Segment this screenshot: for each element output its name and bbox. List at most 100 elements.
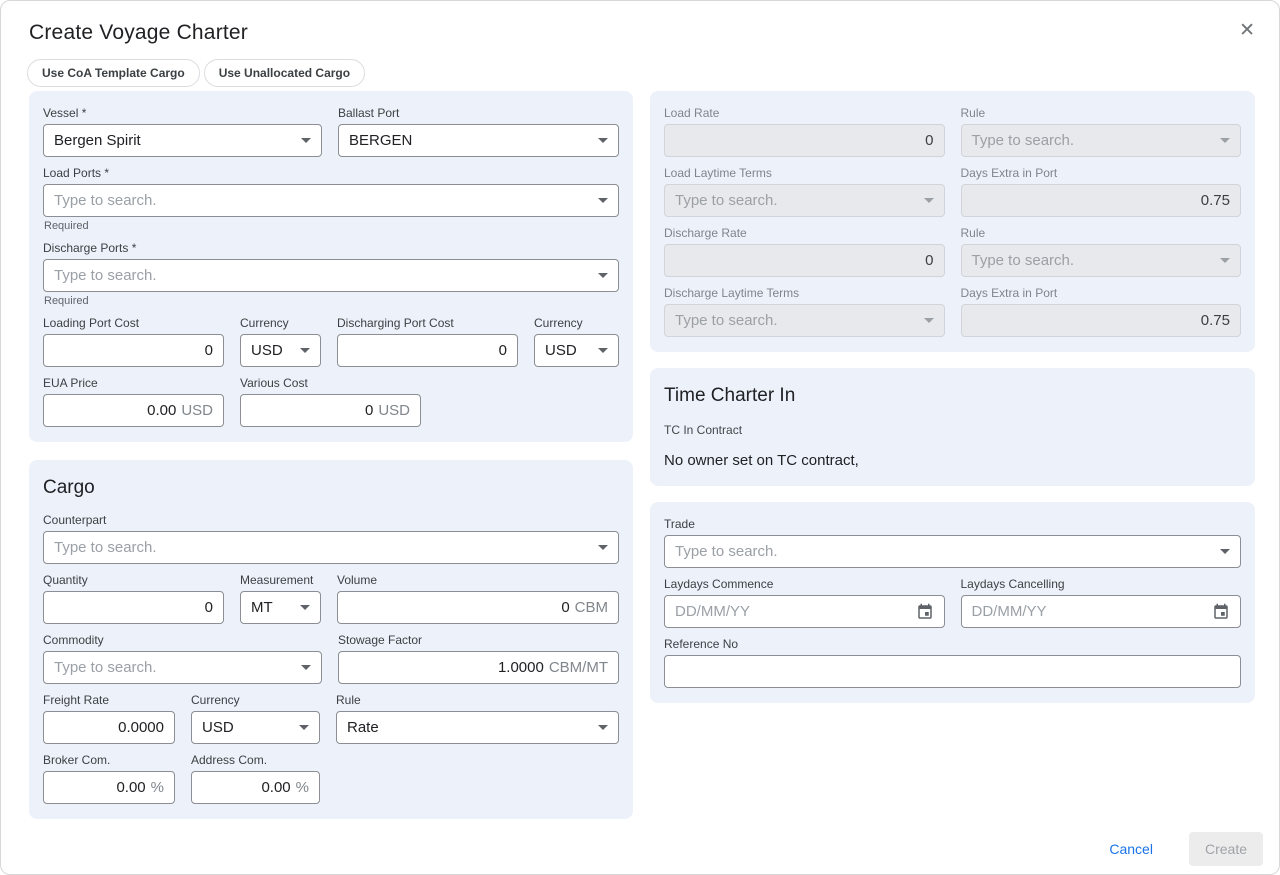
chevron-down-icon (300, 605, 310, 610)
reference-no-input[interactable] (664, 655, 1241, 688)
use-coa-template-cargo-button[interactable]: Use CoA Template Cargo (27, 59, 200, 87)
commodity-label: Commodity (43, 633, 104, 647)
close-icon[interactable]: ✕ (1235, 17, 1259, 44)
load-days-extra-label: Days Extra in Port (960, 166, 1058, 180)
calendar-icon[interactable] (916, 603, 934, 621)
load-rate-label: Load Rate (664, 106, 720, 120)
discharge-rate-input: 0 (664, 244, 945, 277)
discharge-ports-required-helper: Required (44, 295, 89, 307)
broker-com-input[interactable]: 0.00 % (43, 771, 175, 804)
chevron-down-icon (301, 138, 311, 143)
create-button[interactable]: Create (1188, 832, 1263, 866)
eua-price-input[interactable]: 0.00 USD (43, 394, 224, 427)
laydays-commence-date-input[interactable] (664, 595, 945, 628)
discharging-port-cost-input[interactable]: 0 (337, 334, 518, 367)
address-com-input[interactable]: 0.00 % (191, 771, 320, 804)
freight-rule-select[interactable]: Rate (336, 711, 619, 744)
laytime-panel: Load Rate 0 Rule Type to search. (650, 91, 1255, 352)
various-cost-input[interactable]: 0 USD (240, 394, 421, 427)
counterpart-label: Counterpart (43, 513, 107, 527)
various-cost-label: Various Cost (240, 376, 308, 390)
counterpart-search-input[interactable] (43, 531, 619, 564)
discharge-ports-search-input[interactable] (43, 259, 619, 292)
discharge-ports-label: Discharge Ports * (43, 241, 137, 255)
chevron-down-icon (1220, 138, 1230, 143)
chevron-down-icon (598, 198, 608, 203)
discharge-laytime-terms-select: Type to search. (664, 304, 945, 337)
vessel-select[interactable]: Bergen Spirit (43, 124, 322, 157)
load-ports-label: Load Ports * (43, 166, 110, 180)
chevron-down-icon (598, 348, 608, 353)
chevron-down-icon (299, 725, 309, 730)
time-charter-in-heading: Time Charter In (664, 385, 796, 406)
load-rule-label: Rule (960, 106, 986, 120)
template-actions: Use CoA Template Cargo Use Unallocated C… (27, 59, 1279, 87)
volume-input[interactable]: 0 CBM (337, 591, 619, 624)
chevron-down-icon (598, 138, 608, 143)
cargo-heading: Cargo (43, 477, 95, 498)
ballast-port-select[interactable]: BERGEN (338, 124, 619, 157)
freight-rate-input[interactable]: 0.0000 (43, 711, 175, 744)
cargo-panel: Cargo Counterpart Quantity 0 (29, 460, 633, 819)
load-days-extra-input: 0.75 (960, 184, 1241, 217)
laydays-cancelling-label: Laydays Cancelling (960, 577, 1065, 591)
load-ports-required-helper: Required (44, 220, 89, 232)
loading-port-cost-label: Loading Port Cost (43, 316, 140, 330)
chevron-down-icon (923, 318, 934, 323)
address-com-label: Address Com. (191, 753, 268, 767)
stowage-factor-input[interactable]: 1.0000 CBM/MT (338, 651, 619, 684)
loading-currency-select[interactable]: USD (240, 334, 321, 367)
use-unallocated-cargo-button[interactable]: Use Unallocated Cargo (203, 59, 366, 87)
discharging-currency-select[interactable]: USD (534, 334, 619, 367)
chevron-down-icon (598, 273, 608, 278)
currency-label: Currency (191, 693, 240, 707)
discharge-rule-select: Type to search. (960, 244, 1241, 277)
commodity-search-input[interactable] (43, 651, 322, 684)
stowage-factor-label: Stowage Factor (338, 633, 423, 647)
discharging-port-cost-label: Discharging Port Cost (337, 316, 454, 330)
discharge-laytime-terms-label: Discharge Laytime Terms (664, 286, 800, 300)
cancel-button[interactable]: Cancel (1101, 833, 1161, 865)
chevron-down-icon (598, 725, 608, 730)
voyage-panel: Vessel * Bergen Spirit Ballast Port BERG… (29, 91, 633, 442)
currency-label: Currency (240, 316, 289, 330)
chevron-down-icon (1220, 258, 1230, 263)
calendar-icon[interactable] (1212, 603, 1230, 621)
freight-rate-label: Freight Rate (43, 693, 110, 707)
trade-label: Trade (664, 517, 695, 531)
tc-in-contract-label: TC In Contract (664, 423, 743, 437)
load-laytime-terms-label: Load Laytime Terms (664, 166, 772, 180)
discharge-rule-label: Rule (960, 226, 986, 240)
laydays-commence-label: Laydays Commence (664, 577, 774, 591)
dialog-footer: Cancel Create (1101, 832, 1263, 866)
quantity-label: Quantity (43, 573, 88, 587)
measurement-label: Measurement (240, 573, 314, 587)
chevron-down-icon (923, 198, 934, 203)
laydays-cancelling-date-input[interactable] (960, 595, 1241, 628)
discharge-days-extra-input: 0.75 (960, 304, 1241, 337)
eua-price-label: EUA Price (43, 376, 98, 390)
discharge-rate-label: Discharge Rate (664, 226, 747, 240)
tc-in-contract-message: No owner set on TC contract, (664, 452, 859, 469)
chevron-down-icon (598, 545, 608, 550)
load-ports-search-input[interactable] (43, 184, 619, 217)
page-title: Create Voyage Charter (29, 21, 248, 44)
freight-currency-select[interactable]: USD (191, 711, 320, 744)
broker-com-label: Broker Com. (43, 753, 111, 767)
volume-label: Volume (337, 573, 378, 587)
measurement-select[interactable]: MT (240, 591, 321, 624)
rule-label: Rule (336, 693, 361, 707)
trade-search-input[interactable] (664, 535, 1241, 568)
loading-port-cost-input[interactable]: 0 (43, 334, 224, 367)
quantity-input[interactable]: 0 (43, 591, 224, 624)
discharge-days-extra-label: Days Extra in Port (960, 286, 1058, 300)
time-charter-in-panel: Time Charter In TC In Contract No owner … (650, 368, 1255, 486)
vessel-label: Vessel * (43, 106, 87, 120)
reference-no-label: Reference No (664, 637, 739, 651)
currency-label: Currency (534, 316, 583, 330)
load-rate-input: 0 (664, 124, 945, 157)
load-laytime-terms-select: Type to search. (664, 184, 945, 217)
ballast-port-label: Ballast Port (338, 106, 400, 120)
chevron-down-icon (1220, 549, 1230, 554)
